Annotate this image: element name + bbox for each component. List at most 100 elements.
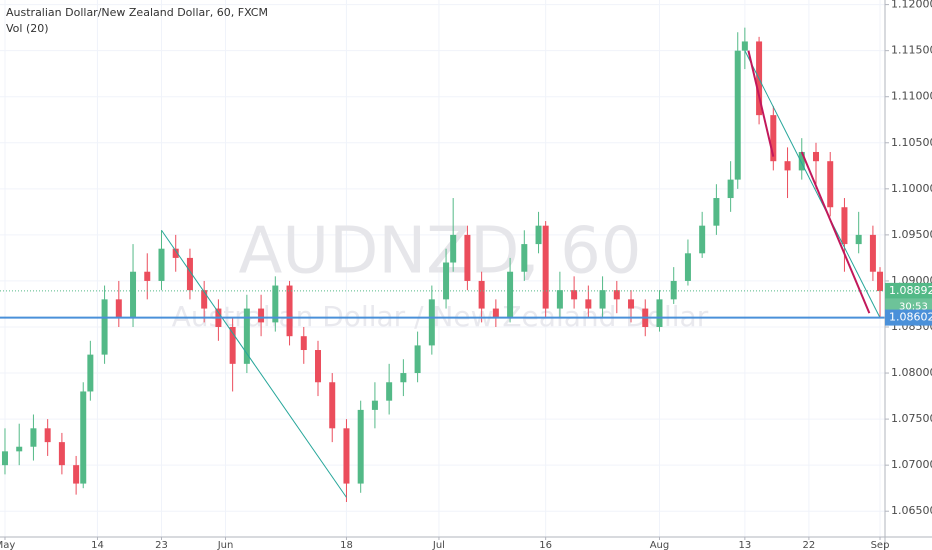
last-price-box bbox=[885, 282, 932, 299]
trend-line bbox=[747, 50, 775, 157]
y-tick-label: 1.07500 bbox=[891, 412, 932, 425]
candle-body bbox=[684, 253, 691, 281]
x-tick-label: 22 bbox=[803, 540, 816, 550]
candle-body bbox=[300, 336, 307, 351]
candle-body bbox=[371, 400, 378, 410]
y-tick-label: 1.06500 bbox=[891, 504, 932, 517]
candle-body bbox=[492, 308, 499, 318]
candle-body bbox=[670, 280, 677, 300]
candle-body bbox=[286, 285, 293, 337]
x-tick-label: May bbox=[0, 540, 15, 550]
candle-body bbox=[443, 262, 450, 300]
trend-line bbox=[161, 229, 347, 498]
candle-body bbox=[855, 234, 862, 245]
candle-body bbox=[535, 225, 542, 245]
candle-body bbox=[130, 271, 137, 318]
candle-body bbox=[44, 428, 51, 443]
candle-body bbox=[158, 248, 165, 281]
candle-body bbox=[784, 161, 791, 171]
candle-body bbox=[464, 234, 471, 281]
candle-body bbox=[16, 446, 23, 452]
candle-body bbox=[542, 225, 549, 309]
x-tick-label: 18 bbox=[340, 540, 353, 550]
candle-body bbox=[80, 391, 87, 484]
candle-body bbox=[478, 280, 485, 309]
level-box bbox=[885, 309, 932, 326]
candle-body bbox=[400, 373, 407, 383]
candle-body bbox=[770, 115, 777, 162]
candle-body bbox=[315, 350, 322, 383]
candle-body bbox=[656, 299, 663, 327]
candle-body bbox=[734, 50, 741, 180]
candle-body bbox=[812, 151, 819, 162]
trend-line bbox=[800, 151, 871, 314]
candle-body bbox=[556, 290, 563, 309]
trend-line bbox=[744, 50, 881, 319]
candle-body bbox=[229, 326, 236, 364]
x-tick-label: Jun bbox=[217, 540, 234, 550]
level-label: 1.08602 bbox=[889, 311, 932, 324]
candle-body bbox=[841, 207, 848, 245]
y-tick-label: 1.10000 bbox=[891, 182, 932, 195]
x-tick-label: Jul bbox=[432, 540, 445, 550]
y-tick-label: 1.08000 bbox=[891, 366, 932, 379]
countdown-label: 30:53 bbox=[899, 301, 928, 312]
candle-body bbox=[329, 382, 336, 429]
candle-body bbox=[450, 234, 457, 263]
candle-body bbox=[727, 179, 734, 199]
candle-body bbox=[343, 428, 350, 484]
candle-body bbox=[73, 465, 80, 484]
candle-body bbox=[186, 257, 193, 291]
candle-body bbox=[414, 345, 421, 374]
candle-body bbox=[1, 451, 8, 466]
candle-body bbox=[144, 271, 151, 281]
candle-body bbox=[258, 308, 265, 323]
x-tick-label: 23 bbox=[155, 540, 168, 550]
x-tick-label: 14 bbox=[91, 540, 104, 550]
candle-body bbox=[827, 161, 834, 208]
plot-layer bbox=[0, 27, 885, 502]
candle-body bbox=[628, 299, 635, 309]
y-tick-label: 1.12000 bbox=[891, 0, 932, 11]
candle-body bbox=[243, 308, 250, 364]
x-tick-label: Sep bbox=[871, 540, 890, 550]
last-price-label: 1.08892 bbox=[889, 284, 932, 297]
y-tick-label: 1.10500 bbox=[891, 136, 932, 149]
candle-body bbox=[30, 428, 37, 447]
candle-body bbox=[599, 290, 606, 309]
candle-body bbox=[741, 41, 748, 51]
candle-body bbox=[613, 290, 620, 300]
candle-body bbox=[386, 382, 393, 401]
candle-body bbox=[272, 285, 279, 323]
candle-body bbox=[869, 234, 876, 272]
candle-body bbox=[357, 409, 364, 484]
x-tick-label: 16 bbox=[539, 540, 552, 550]
y-tick-label: 1.11000 bbox=[891, 90, 932, 103]
x-tick-label: 13 bbox=[738, 540, 751, 550]
candle-body bbox=[101, 299, 108, 355]
candle-body bbox=[87, 354, 94, 392]
candle-body bbox=[699, 225, 706, 254]
x-tick-label: Aug bbox=[650, 540, 670, 550]
y-tick-label: 1.09500 bbox=[891, 228, 932, 241]
chart-title: Australian Dollar/New Zealand Dollar, 60… bbox=[6, 6, 268, 19]
candle-body bbox=[507, 271, 514, 318]
candle-body bbox=[571, 290, 578, 300]
candle-body bbox=[877, 271, 884, 292]
watermark: AUDNZD, 60 bbox=[238, 215, 641, 289]
candle-body bbox=[428, 299, 435, 346]
candle-body bbox=[201, 290, 208, 309]
indicator-label: Vol (20) bbox=[6, 22, 49, 35]
candle-body bbox=[585, 299, 592, 309]
candle-body bbox=[521, 244, 528, 272]
candle-body bbox=[713, 198, 720, 226]
candle-body bbox=[172, 248, 179, 258]
candle-body bbox=[115, 299, 122, 318]
y-tick-label: 1.11500 bbox=[891, 44, 932, 57]
candle-body bbox=[798, 151, 805, 171]
candle-body bbox=[58, 442, 65, 466]
y-tick-label: 1.07000 bbox=[891, 458, 932, 471]
